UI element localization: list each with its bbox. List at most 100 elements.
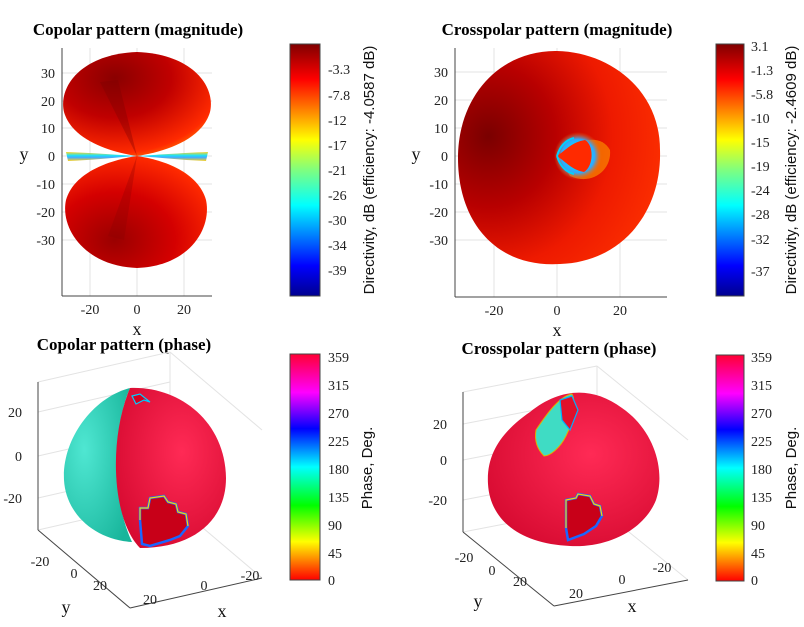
y-tick-label: 30 xyxy=(434,66,448,81)
axes xyxy=(454,48,667,298)
colorbar-tick-label: -39 xyxy=(328,264,347,279)
x-tick-labels: -20 0 20 xyxy=(569,561,671,602)
colorbar-tick-label: 45 xyxy=(751,547,765,562)
y-tick-label: -20 xyxy=(31,555,50,570)
colorbar-tick-label: 3.1 xyxy=(751,40,769,55)
panel-crosspolar-magnitude: Crosspolar pattern (magnitude) xyxy=(412,20,801,340)
x-tick-label: 20 xyxy=(143,593,157,608)
colorbar-tick-label: 270 xyxy=(328,407,349,422)
colorbar-tick-label: -3.3 xyxy=(328,63,350,78)
x-axis-label: x xyxy=(133,319,142,339)
colorbar-tick-label: 45 xyxy=(328,547,342,562)
y-tick-label: 0 xyxy=(71,567,78,582)
z-tick-label: 20 xyxy=(8,406,22,421)
colorbar-tick-label: 135 xyxy=(328,491,349,506)
y-tick-label: 0 xyxy=(489,564,496,579)
colorbar-tick-label: -19 xyxy=(751,160,770,175)
y-tick-labels: -20 0 20 xyxy=(455,551,527,590)
colorbar-label: Phase, Deg. xyxy=(783,427,800,510)
colorbar-tick-label: 90 xyxy=(751,519,765,534)
y-tick-label: -30 xyxy=(429,234,448,249)
colorbar-tick-label: -5.8 xyxy=(751,88,773,103)
y-tick-label: 0 xyxy=(48,150,55,165)
x-tick-label: -20 xyxy=(653,561,672,576)
colorbar-tick-label: 315 xyxy=(328,379,349,394)
colorbar: 359 315 270 225 180 135 90 45 0 Phase, D… xyxy=(289,351,376,589)
colorbar-tick-label: -28 xyxy=(751,208,770,223)
y-axis-label: y xyxy=(474,591,483,611)
colorbar-tick-label: 180 xyxy=(751,463,772,478)
y-tick-label: 20 xyxy=(434,94,448,109)
y-tick-label: 20 xyxy=(93,579,107,594)
chart-title: Copolar pattern (phase) xyxy=(37,335,211,354)
panel-crosspolar-phase: Crosspolar pattern (phase) 20 0 -20 xyxy=(428,339,800,616)
z-tick-labels: 20 0 -20 xyxy=(3,406,22,507)
axes xyxy=(61,48,212,297)
colorbar-tick-label: 225 xyxy=(751,435,772,450)
x-tick-label: 20 xyxy=(569,587,583,602)
colorbar-tick-label: -26 xyxy=(328,189,347,204)
colorbar-tick-label: -12 xyxy=(328,114,347,129)
y-tick-label: 20 xyxy=(41,95,55,110)
x-tick-label: -20 xyxy=(485,304,504,319)
y-axis-label: y xyxy=(412,144,421,164)
y-tick-label: -10 xyxy=(429,178,448,193)
chart-title: Copolar pattern (magnitude) xyxy=(33,20,243,39)
colorbar-label: Directivity, dB (efficiency: -4.0587 dB) xyxy=(361,46,378,295)
colorbar-tick-label: -7.8 xyxy=(328,89,350,104)
pattern-surface xyxy=(487,392,660,547)
z-tick-label: -20 xyxy=(3,492,22,507)
y-tick-label: -20 xyxy=(36,206,55,221)
z-tick-label: 20 xyxy=(433,418,447,433)
x-tick-label: 0 xyxy=(619,573,626,588)
pattern-surface xyxy=(63,52,211,268)
colorbar-tick-label: -15 xyxy=(751,136,770,151)
colorbar-tick-label: 315 xyxy=(751,379,772,394)
x-tick-labels: -20 0 20 xyxy=(81,303,191,318)
panel-copolar-phase: Copolar pattern (phase) 20 0 -20 xyxy=(3,335,376,621)
colorbar-tick-label: -24 xyxy=(751,184,770,199)
colorbar: -3.3 -7.8 -12 -17 -21 -26 -30 -34 -39 Di… xyxy=(289,43,378,297)
colorbar-tick-label: 225 xyxy=(328,435,349,450)
x-tick-label: 0 xyxy=(554,304,561,319)
colorbar-tick-label: -37 xyxy=(751,265,770,280)
colorbar-label: Directivity, dB (efficiency: -2.4609 dB) xyxy=(783,46,800,295)
colorbar-tick-label: 135 xyxy=(751,491,772,506)
x-tick-labels: -20 0 20 xyxy=(485,304,627,319)
colorbar-tick-label: -10 xyxy=(751,112,770,127)
x-axis-label: x xyxy=(218,601,227,621)
colorbar-tick-label: 0 xyxy=(328,574,335,589)
y-tick-label: -20 xyxy=(455,551,474,566)
chart-title: Crosspolar pattern (magnitude) xyxy=(442,20,673,39)
y-tick-label: 20 xyxy=(513,575,527,590)
colorbar-label: Phase, Deg. xyxy=(359,427,376,510)
x-tick-label: -20 xyxy=(81,303,100,318)
colorbar-tick-label: -21 xyxy=(328,164,347,179)
y-tick-labels: 30 20 10 0 -10 -20 -30 xyxy=(429,66,448,249)
x-tick-label: 20 xyxy=(177,303,191,318)
colorbar-tick-label: -32 xyxy=(751,233,770,248)
z-tick-label: 0 xyxy=(440,454,447,469)
chart-title: Crosspolar pattern (phase) xyxy=(462,339,657,358)
z-tick-label: -20 xyxy=(428,494,447,509)
y-tick-label: 10 xyxy=(41,122,55,137)
colorbar-tick-label: 359 xyxy=(751,351,772,366)
colorbar-tick-label: 0 xyxy=(751,574,758,589)
colorbar-tick-label: -1.3 xyxy=(751,64,773,79)
x-tick-label: 20 xyxy=(613,304,627,319)
y-axis-label: y xyxy=(20,144,29,164)
y-tick-labels: 30 20 10 0 -10 -20 -30 xyxy=(36,67,55,249)
x-tick-labels: -20 0 20 xyxy=(143,569,259,608)
colorbar-tick-label: -17 xyxy=(328,139,347,154)
colorbar-tick-label: 90 xyxy=(328,519,342,534)
colorbar-tick-label: -34 xyxy=(328,239,347,254)
panel-copolar-magnitude: Copolar pattern (magnitude) 3 xyxy=(20,20,379,339)
x-axis-label: x xyxy=(553,320,562,340)
z-tick-label: 0 xyxy=(15,450,22,465)
x-tick-label: -20 xyxy=(241,569,260,584)
colorbar: 359 315 270 225 180 135 90 45 0 Phase, D… xyxy=(715,351,800,589)
colorbar: 3.1 -1.3 -5.8 -10 -15 -19 -24 -28 -32 -3… xyxy=(715,40,800,297)
z-tick-labels: 20 0 -20 xyxy=(428,418,447,509)
x-tick-label: 0 xyxy=(201,579,208,594)
